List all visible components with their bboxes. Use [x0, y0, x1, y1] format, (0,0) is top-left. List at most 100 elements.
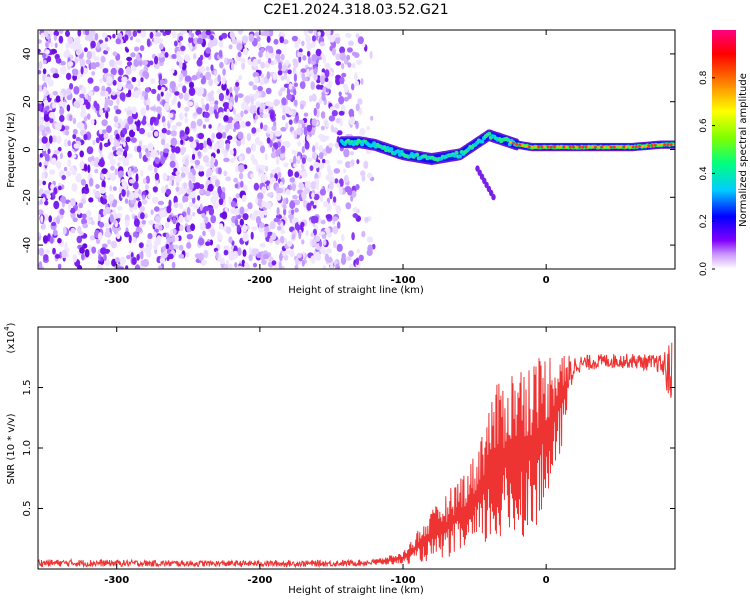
noise-point [181, 62, 187, 71]
noise-point [310, 181, 317, 190]
noise-point [351, 232, 355, 241]
noise-point [190, 183, 194, 190]
noise-point [178, 36, 184, 41]
noise-point [150, 106, 157, 111]
noise-point [199, 203, 203, 211]
noise-point [275, 49, 282, 55]
signal-peak-point [616, 145, 619, 149]
noise-point [252, 58, 259, 68]
noise-point [158, 53, 165, 58]
noise-point [45, 140, 51, 149]
noise-point [39, 124, 45, 130]
noise-point [138, 242, 144, 249]
noise-point [227, 122, 232, 130]
noise-point [216, 148, 220, 154]
noise-point [354, 72, 358, 81]
noise-point [313, 67, 318, 75]
noise-point [128, 167, 132, 176]
noise-point [90, 62, 97, 70]
noise-point [136, 30, 142, 34]
noise-point [295, 257, 299, 266]
noise-point [300, 221, 305, 228]
noise-point [107, 154, 114, 160]
noise-point [166, 130, 171, 135]
signal-peak-point [518, 143, 522, 147]
noise-point [179, 61, 183, 70]
noise-point [122, 127, 128, 135]
noise-point [93, 85, 100, 92]
noise-point [81, 217, 88, 225]
noise-point [139, 127, 145, 135]
noise-point [355, 120, 359, 130]
noise-point [91, 71, 96, 76]
noise-point [311, 192, 315, 198]
noise-point [257, 192, 264, 200]
noise-point [370, 115, 374, 121]
noise-point [126, 61, 133, 66]
snr-series-line [38, 342, 673, 569]
noise-point [146, 97, 151, 106]
noise-point [366, 125, 370, 131]
noise-point [73, 143, 80, 149]
noise-point [164, 30, 172, 36]
noise-point [175, 186, 180, 192]
noise-point [210, 215, 217, 224]
noise-point [147, 232, 153, 240]
noise-point [329, 181, 334, 190]
noise-point [245, 147, 252, 154]
noise-point [241, 35, 249, 44]
noise-point [310, 255, 316, 264]
noise-point [177, 101, 181, 109]
noise-point [294, 171, 300, 178]
noise-point [255, 101, 261, 107]
signal-core-point [452, 153, 457, 158]
noise-point [315, 235, 321, 242]
noise-point [264, 165, 269, 172]
noise-point [38, 131, 41, 137]
noise-point [280, 145, 286, 154]
signal-peak-point [663, 143, 667, 147]
noise-point [315, 142, 319, 151]
noise-point [225, 176, 232, 182]
signal-peak-point [631, 145, 635, 149]
noise-point [266, 71, 271, 80]
noise-point [269, 130, 274, 140]
signal-peak-point [594, 145, 597, 149]
noise-point [293, 82, 298, 88]
noise-point [184, 117, 189, 124]
noise-point [193, 112, 198, 117]
noise-point [191, 153, 196, 161]
noise-point [310, 200, 314, 206]
noise-point [319, 188, 326, 196]
noise-point [344, 85, 349, 93]
noise-point [305, 230, 309, 237]
noise-point [150, 209, 154, 216]
noise-point [61, 175, 66, 180]
noise-point [208, 144, 213, 150]
noise-point [218, 223, 224, 230]
noise-point [294, 264, 299, 269]
noise-point [190, 120, 197, 129]
noise-point [235, 87, 239, 96]
noise-point [188, 87, 196, 96]
noise-point [236, 139, 242, 147]
noise-point [231, 39, 238, 45]
noise-point [178, 202, 184, 210]
noise-point [213, 109, 217, 115]
noise-point [268, 30, 274, 37]
noise-point [47, 30, 53, 34]
noise-point [148, 60, 154, 66]
noise-point [221, 32, 228, 39]
noise-point [247, 202, 253, 210]
noise-point [117, 266, 125, 269]
noise-point [48, 169, 56, 175]
y-tick-label: -40 [22, 237, 33, 253]
noise-point [272, 72, 277, 81]
noise-point [178, 112, 184, 121]
noise-point [228, 236, 233, 244]
signal-peak-point [540, 145, 544, 149]
noise-point [84, 248, 90, 258]
noise-point [223, 263, 229, 269]
noise-point [335, 76, 341, 86]
noise-point [165, 91, 169, 100]
